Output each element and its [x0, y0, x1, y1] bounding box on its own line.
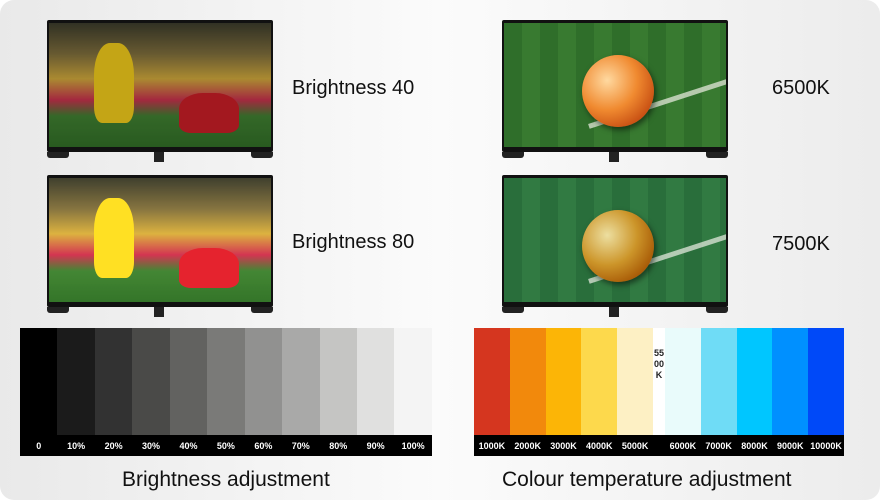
brightness-tick-label: 100%: [401, 440, 425, 451]
colour-tick-label: 9000K: [777, 440, 804, 451]
colour-tick-label: 10000K: [810, 440, 842, 451]
colour-tick-label: 7000K: [705, 440, 732, 451]
colour-tick-label: 6000K: [669, 440, 697, 451]
colour-swatch: [545, 328, 582, 435]
7500k-label: 7500K: [772, 233, 830, 255]
colour-swatch: [509, 328, 546, 435]
brightness-swatch: [394, 328, 432, 435]
brightness-tick-label: 10%: [67, 440, 86, 451]
brightness-scale-labels: 0 10% 20% 30% 40% 50% 60% 70% 80% 90% 100%: [20, 435, 432, 456]
football-image: [504, 178, 726, 302]
colour-swatch: [664, 328, 701, 435]
brightness-tick-label: 70%: [291, 440, 310, 451]
tv-7500k: [502, 175, 728, 317]
brightness-tick-label: 60%: [254, 440, 273, 451]
colour-temperature-title: Colour temperature adjustment: [502, 468, 792, 491]
soccer-image: [49, 178, 271, 302]
brightness-swatch: [94, 328, 133, 435]
colour-tick-label: 8000K: [741, 440, 768, 451]
brightness-swatch: [132, 328, 170, 435]
brightness-tick-label: 0: [36, 440, 42, 451]
colour-temperature-scale: [474, 328, 844, 435]
brightness-swatch: [207, 328, 245, 435]
colour-swatch: [474, 328, 510, 435]
brightness-swatch: [319, 328, 357, 435]
midpoint-label: 5500K: [653, 348, 664, 380]
colour-tick-label: 5000K: [621, 440, 649, 451]
brightness-tick-label: 50%: [216, 440, 235, 451]
football-image: [504, 23, 726, 147]
6500k-label: 6500K: [772, 77, 830, 99]
brightness-scale: [20, 328, 432, 435]
colour-swatch: [581, 328, 618, 435]
colour-swatch: [772, 328, 809, 435]
tv-6500k: [502, 20, 728, 162]
brightness-tick-label: 80%: [329, 440, 348, 451]
brightness-swatch: [20, 328, 58, 435]
brightness-swatch: [57, 328, 95, 435]
brightness-swatch: [244, 328, 283, 435]
soccer-image: [49, 23, 271, 147]
colour-swatch: [617, 328, 653, 435]
colour-tick-label: 2000K: [514, 440, 541, 451]
colour-swatch: [808, 328, 844, 435]
colour-tick-label: 3000K: [550, 440, 577, 451]
colour-scale-labels: 1000K 2000K 3000K 4000K 5000K 6000K 7000K 8000K…: [474, 435, 844, 456]
brightness-swatch: [282, 328, 320, 435]
brightness-tick-label: 30%: [142, 440, 161, 451]
colour-swatch: [736, 328, 773, 435]
brightness-80-label: Brightness 80: [292, 231, 415, 253]
brightness-swatch: [169, 328, 208, 435]
brightness-swatch: [356, 328, 395, 435]
colour-swatch-midpoint: [652, 328, 665, 435]
colour-swatch: [700, 328, 737, 435]
colour-tick-label: 1000K: [478, 440, 506, 451]
brightness-tick-label: 20%: [104, 440, 123, 451]
brightness-40-label: Brightness 40: [292, 77, 415, 99]
brightness-tick-label: 40%: [179, 440, 198, 451]
tv-brightness-80: [47, 175, 273, 317]
tv-brightness-40: [47, 20, 273, 162]
colour-tick-label: 4000K: [586, 440, 613, 451]
brightness-title: Brightness adjustment: [122, 468, 330, 491]
brightness-tick-label: 90%: [366, 440, 385, 451]
